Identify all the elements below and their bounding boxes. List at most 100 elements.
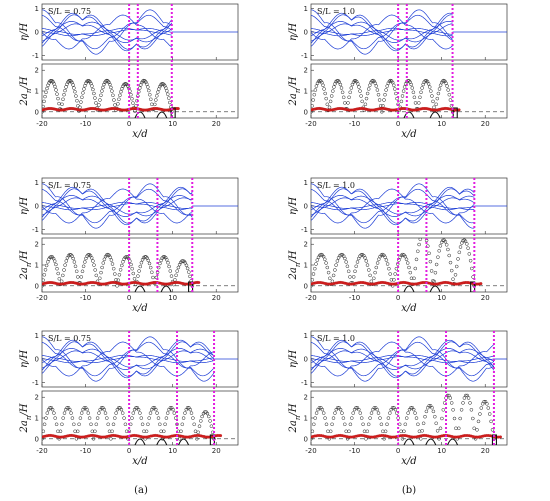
- black-point: [200, 414, 204, 419]
- black-point: [375, 261, 380, 265]
- black-point: [60, 422, 64, 427]
- y-tick-label: -1: [301, 379, 308, 387]
- black-point: [58, 429, 63, 434]
- black-point: [340, 411, 344, 415]
- y-axis-label: 2an/H: [19, 76, 33, 106]
- black-point: [343, 256, 347, 261]
- black-point: [94, 273, 99, 278]
- black-point: [429, 89, 433, 93]
- black-point: [376, 411, 381, 415]
- black-point: [147, 88, 151, 93]
- black-point: [466, 246, 470, 250]
- black-point: [470, 266, 474, 271]
- black-point: [107, 429, 112, 434]
- surface-line: [42, 341, 215, 377]
- black-point: [156, 90, 160, 94]
- black-point: [53, 416, 57, 420]
- black-point: [100, 265, 104, 270]
- black-point: [326, 270, 331, 275]
- black-point: [71, 83, 75, 87]
- surface-line: [42, 341, 215, 377]
- y-tick-label: 0: [304, 356, 308, 364]
- caption-a: (a): [134, 485, 148, 496]
- black-point: [408, 270, 413, 275]
- black-point: [431, 99, 435, 104]
- black-point: [409, 82, 413, 87]
- black-point: [76, 275, 80, 279]
- black-point: [350, 416, 354, 420]
- black-point: [333, 411, 337, 415]
- black-point: [382, 437, 386, 441]
- surface-line: [42, 186, 193, 226]
- surface-line: [42, 14, 172, 50]
- black-point: [50, 407, 55, 412]
- black-point: [92, 91, 96, 96]
- black-point: [156, 416, 161, 420]
- black-point: [409, 276, 414, 281]
- black-point: [365, 429, 370, 434]
- black-point: [208, 419, 212, 423]
- x-axis-label: x/d: [132, 456, 147, 467]
- black-point: [314, 84, 319, 88]
- black-point: [75, 98, 79, 103]
- y-tick-label: 0: [304, 435, 308, 443]
- y-axis-label: 2an/H: [288, 250, 302, 280]
- black-point: [107, 80, 111, 85]
- black-point: [463, 239, 468, 243]
- black-point: [91, 437, 96, 441]
- black-point: [70, 80, 74, 85]
- black-point: [114, 411, 118, 415]
- surface-line: [311, 188, 475, 224]
- black-point: [311, 278, 315, 282]
- surface-line: [311, 14, 453, 50]
- black-point: [472, 426, 476, 431]
- surface-line: [42, 183, 193, 229]
- black-point: [43, 268, 48, 272]
- black-point: [374, 265, 379, 270]
- black-point: [364, 259, 369, 263]
- black-point: [356, 82, 360, 86]
- y-tick-label: 0: [35, 356, 39, 364]
- black-point: [418, 238, 423, 241]
- black-point: [353, 269, 357, 274]
- black-point: [471, 275, 475, 279]
- black-point: [113, 416, 117, 420]
- y-tick-label: 1: [304, 5, 308, 13]
- bottom-structure: [403, 111, 415, 118]
- black-point: [65, 406, 69, 410]
- surface-line: [311, 339, 495, 379]
- black-point: [420, 429, 424, 433]
- black-point: [119, 407, 124, 412]
- black-point: [363, 102, 368, 107]
- black-point: [153, 102, 157, 107]
- black-point: [444, 81, 448, 85]
- x-tick-label: -10: [349, 120, 360, 128]
- black-point: [116, 102, 120, 106]
- y-axis-label: η/H: [19, 23, 30, 41]
- surface-envelope-lines: [42, 9, 238, 55]
- black-point: [437, 87, 442, 91]
- black-point: [88, 79, 92, 84]
- black-point: [139, 260, 144, 265]
- black-point: [333, 268, 337, 272]
- black-point: [355, 260, 360, 264]
- y-tick-label: 0: [35, 435, 39, 443]
- black-point: [147, 416, 151, 420]
- y-tick-label: 1: [304, 179, 308, 187]
- black-point: [185, 406, 190, 410]
- black-point: [315, 81, 320, 85]
- x-axis-label: x/d: [401, 303, 416, 314]
- black-point: [109, 437, 113, 441]
- bottom-structure: [134, 285, 146, 292]
- black-point: [383, 429, 388, 434]
- black-point: [403, 82, 408, 86]
- black-point: [98, 98, 102, 102]
- y-tick-label: 1: [304, 88, 308, 96]
- black-point: [357, 85, 361, 89]
- y-tick-label: 1: [304, 262, 308, 270]
- black-point: [81, 91, 85, 95]
- black-point: [167, 96, 171, 100]
